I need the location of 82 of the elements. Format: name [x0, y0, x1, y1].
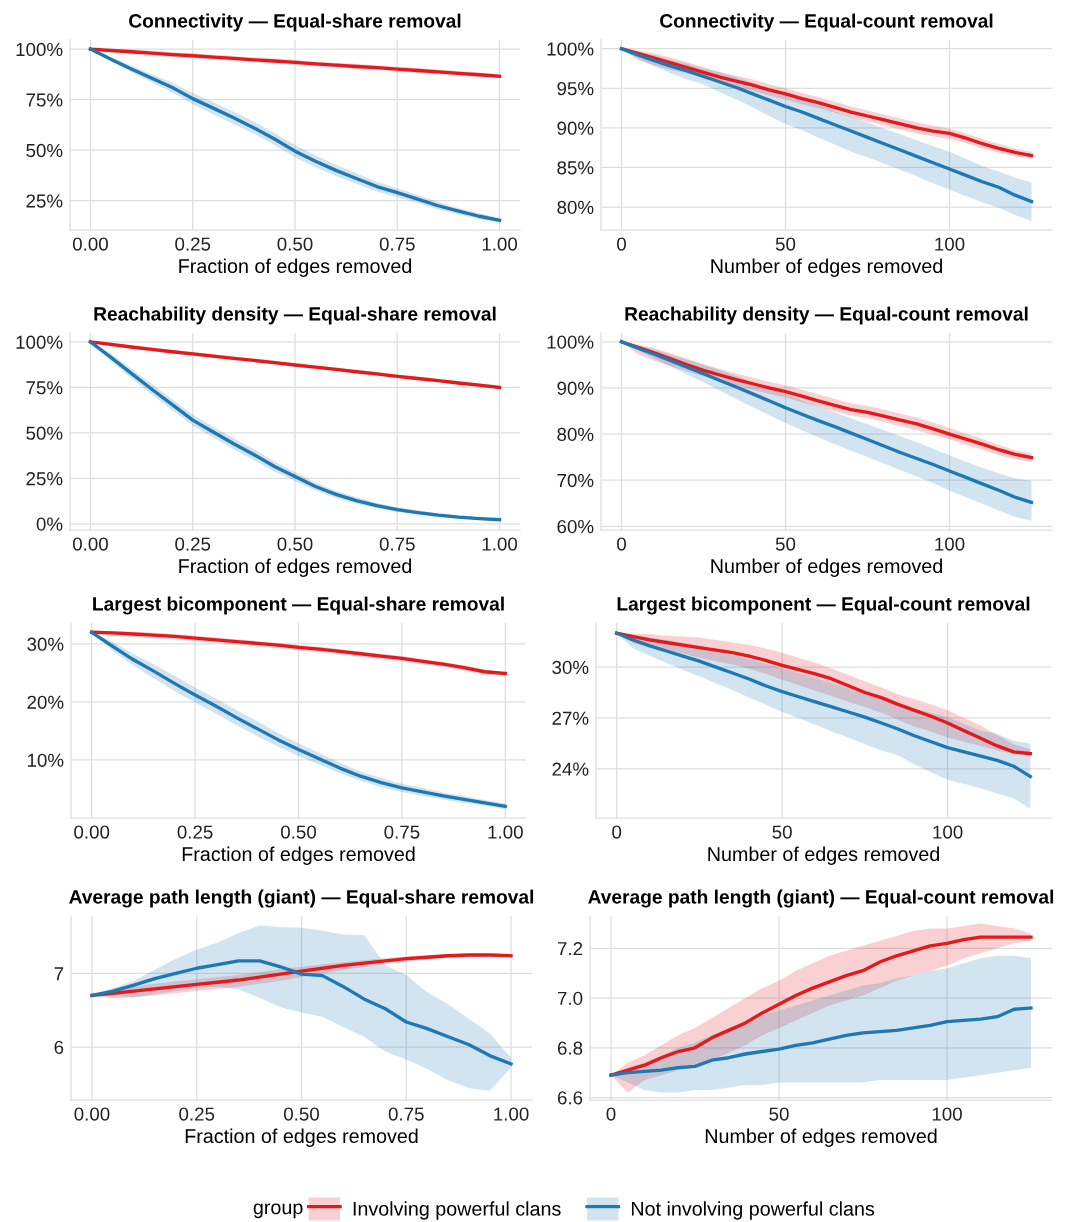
chart-title: Average path length (giant) — Equal-count removal: [588, 889, 1054, 908]
y-tick-label: 80%: [557, 427, 594, 442]
chart-title: Reachability density — Equal-count removal: [625, 306, 1028, 325]
x-tick-label: 50: [775, 237, 796, 251]
x-tick-label: 0: [612, 825, 622, 839]
y-tick-label: 85%: [557, 161, 594, 175]
y-tick-label: 100%: [16, 42, 63, 57]
x-tick-label: 0.00: [72, 537, 108, 551]
x-tick-label: 50: [769, 1107, 789, 1121]
y-tick-label: 20%: [27, 695, 64, 709]
y-tick-label: 100%: [547, 335, 594, 349]
y-tick-label: 25%: [26, 194, 63, 208]
x-tick-label: 100: [935, 237, 965, 251]
y-tick-label: 6.8: [557, 1041, 583, 1055]
y-tick-label: 30%: [27, 637, 64, 651]
y-tick-label: 75%: [26, 93, 63, 107]
x-tick-label: 0.75: [379, 237, 415, 251]
x-tick-label: 0.50: [277, 237, 313, 251]
chart-title: Reachability density — Equal-share removal: [94, 306, 496, 325]
y-tick-label: 10%: [27, 753, 64, 767]
y-tick-label: 50%: [26, 426, 63, 440]
y-tick-label: 7.2: [557, 942, 583, 956]
y-tick-label: 95%: [557, 81, 594, 96]
y-tick-label: 90%: [557, 121, 594, 135]
y-tick-label: 6.6: [557, 1091, 583, 1105]
x-axis-title: Number of edges removed: [705, 1128, 937, 1147]
x-tick-label: 0.25: [175, 537, 211, 551]
y-tick-label: 27%: [552, 711, 589, 725]
x-axis-title: Fraction of edges removed: [179, 558, 412, 577]
legend-label: Not involving powerful clans: [631, 1201, 875, 1220]
x-tick-label: 0.25: [177, 825, 213, 839]
x-tick-label: 1.00: [488, 825, 523, 839]
y-tick-label: 75%: [26, 381, 63, 395]
x-tick-label: 0: [617, 537, 626, 551]
x-tick-label: 0: [606, 1107, 616, 1121]
chart-title: Connectivity — Equal-share removal: [129, 13, 461, 32]
x-tick-label: 50: [772, 825, 792, 839]
x-tick-label: 0.50: [280, 825, 317, 839]
x-tick-label: 1.00: [494, 1107, 529, 1121]
x-axis-title: Number of edges removed: [708, 846, 939, 865]
x-tick-label: 0.00: [74, 1107, 110, 1121]
x-tick-label: 0.00: [74, 825, 110, 839]
x-tick-label: 0.50: [277, 537, 313, 551]
x-tick-label: 50: [775, 537, 796, 551]
x-axis-title: Fraction of edges removed: [179, 258, 412, 277]
y-tick-label: 25%: [26, 472, 63, 486]
x-tick-label: 0: [617, 237, 626, 251]
x-tick-label: 1.00: [482, 237, 518, 251]
x-axis-title: Fraction of edges removed: [185, 1128, 418, 1147]
y-tick-label: 100%: [547, 42, 594, 56]
y-tick-label: 6: [54, 1040, 64, 1054]
y-tick-label: 30%: [552, 660, 589, 675]
chart-title: Largest bicomponent — Equal-share removal: [93, 596, 504, 615]
x-tick-label: 100: [935, 537, 965, 551]
chart-title: Connectivity — Equal-count removal: [660, 13, 993, 32]
x-tick-label: 0.50: [283, 1107, 320, 1121]
legend-label: Involving powerful clans: [353, 1201, 561, 1220]
y-tick-label: 100%: [16, 335, 63, 349]
chart-title: Average path length (giant) — Equal-share removal: [69, 889, 534, 908]
y-tick-label: 80%: [557, 200, 594, 215]
y-tick-label: 60%: [557, 520, 594, 534]
x-tick-label: 100: [933, 825, 963, 839]
chart-title: Largest bicomponent — Equal-count removal: [617, 596, 1030, 615]
y-tick-label: 0%: [36, 517, 63, 531]
x-axis-title: Number of edges removed: [711, 258, 942, 277]
y-tick-label: 90%: [557, 381, 594, 395]
x-tick-label: 1.00: [482, 537, 518, 551]
legend-title: group: [253, 1203, 303, 1219]
x-tick-label: 0.75: [384, 825, 420, 839]
x-tick-label: 0.00: [72, 237, 108, 251]
x-axis-title: Fraction of edges removed: [182, 846, 415, 865]
x-tick-label: 100: [932, 1107, 962, 1121]
x-tick-label: 0.75: [388, 1107, 424, 1121]
x-tick-label: 0.75: [379, 537, 415, 551]
x-tick-label: 0.25: [175, 237, 211, 251]
y-tick-label: 7: [54, 967, 64, 981]
y-tick-label: 70%: [557, 473, 594, 488]
y-tick-label: 24%: [552, 762, 589, 776]
y-tick-label: 7.0: [557, 991, 583, 1006]
y-tick-label: 50%: [26, 143, 63, 158]
x-tick-label: 0.25: [179, 1107, 215, 1121]
x-axis-title: Number of edges removed: [711, 558, 942, 577]
